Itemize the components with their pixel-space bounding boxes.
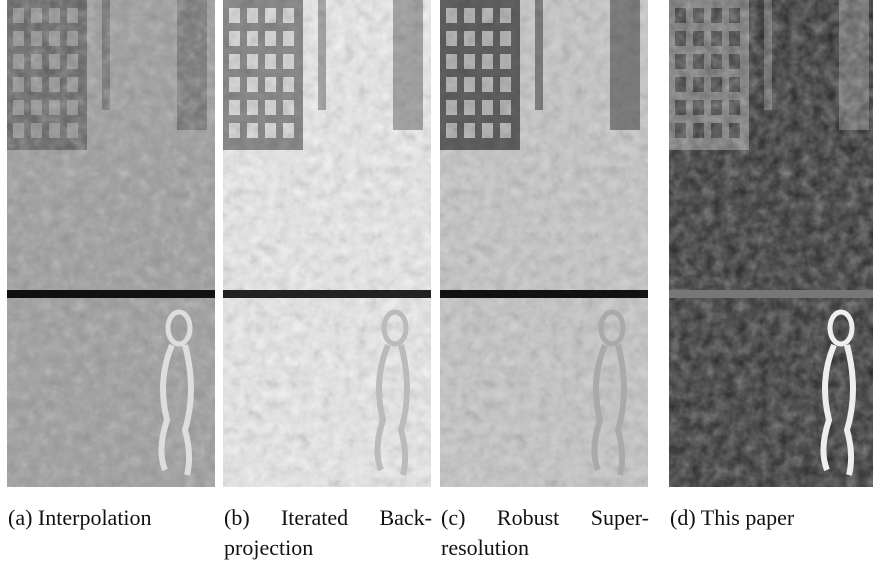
panel-image — [7, 0, 215, 487]
caption: (c) Robust Super-resolution — [441, 503, 649, 563]
panel-image — [223, 0, 431, 487]
horizon-line — [223, 290, 431, 298]
panel-image — [440, 0, 648, 487]
caption: (d) This paper — [670, 503, 873, 533]
panel-image — [669, 0, 873, 487]
horizon-line — [7, 290, 215, 298]
texture — [223, 0, 431, 487]
figure: (a) Interpolation (b) Iterated Back-proje… — [0, 0, 873, 566]
horizon-line — [669, 290, 873, 298]
panel — [669, 0, 873, 487]
panel — [440, 0, 648, 487]
panel — [7, 0, 215, 487]
panel — [223, 0, 431, 487]
texture — [669, 0, 873, 487]
texture — [440, 0, 648, 487]
texture — [7, 0, 215, 487]
horizon-line — [440, 290, 648, 298]
caption: (b) Iterated Back-projection — [224, 503, 432, 563]
caption: (a) Interpolation — [8, 503, 216, 533]
